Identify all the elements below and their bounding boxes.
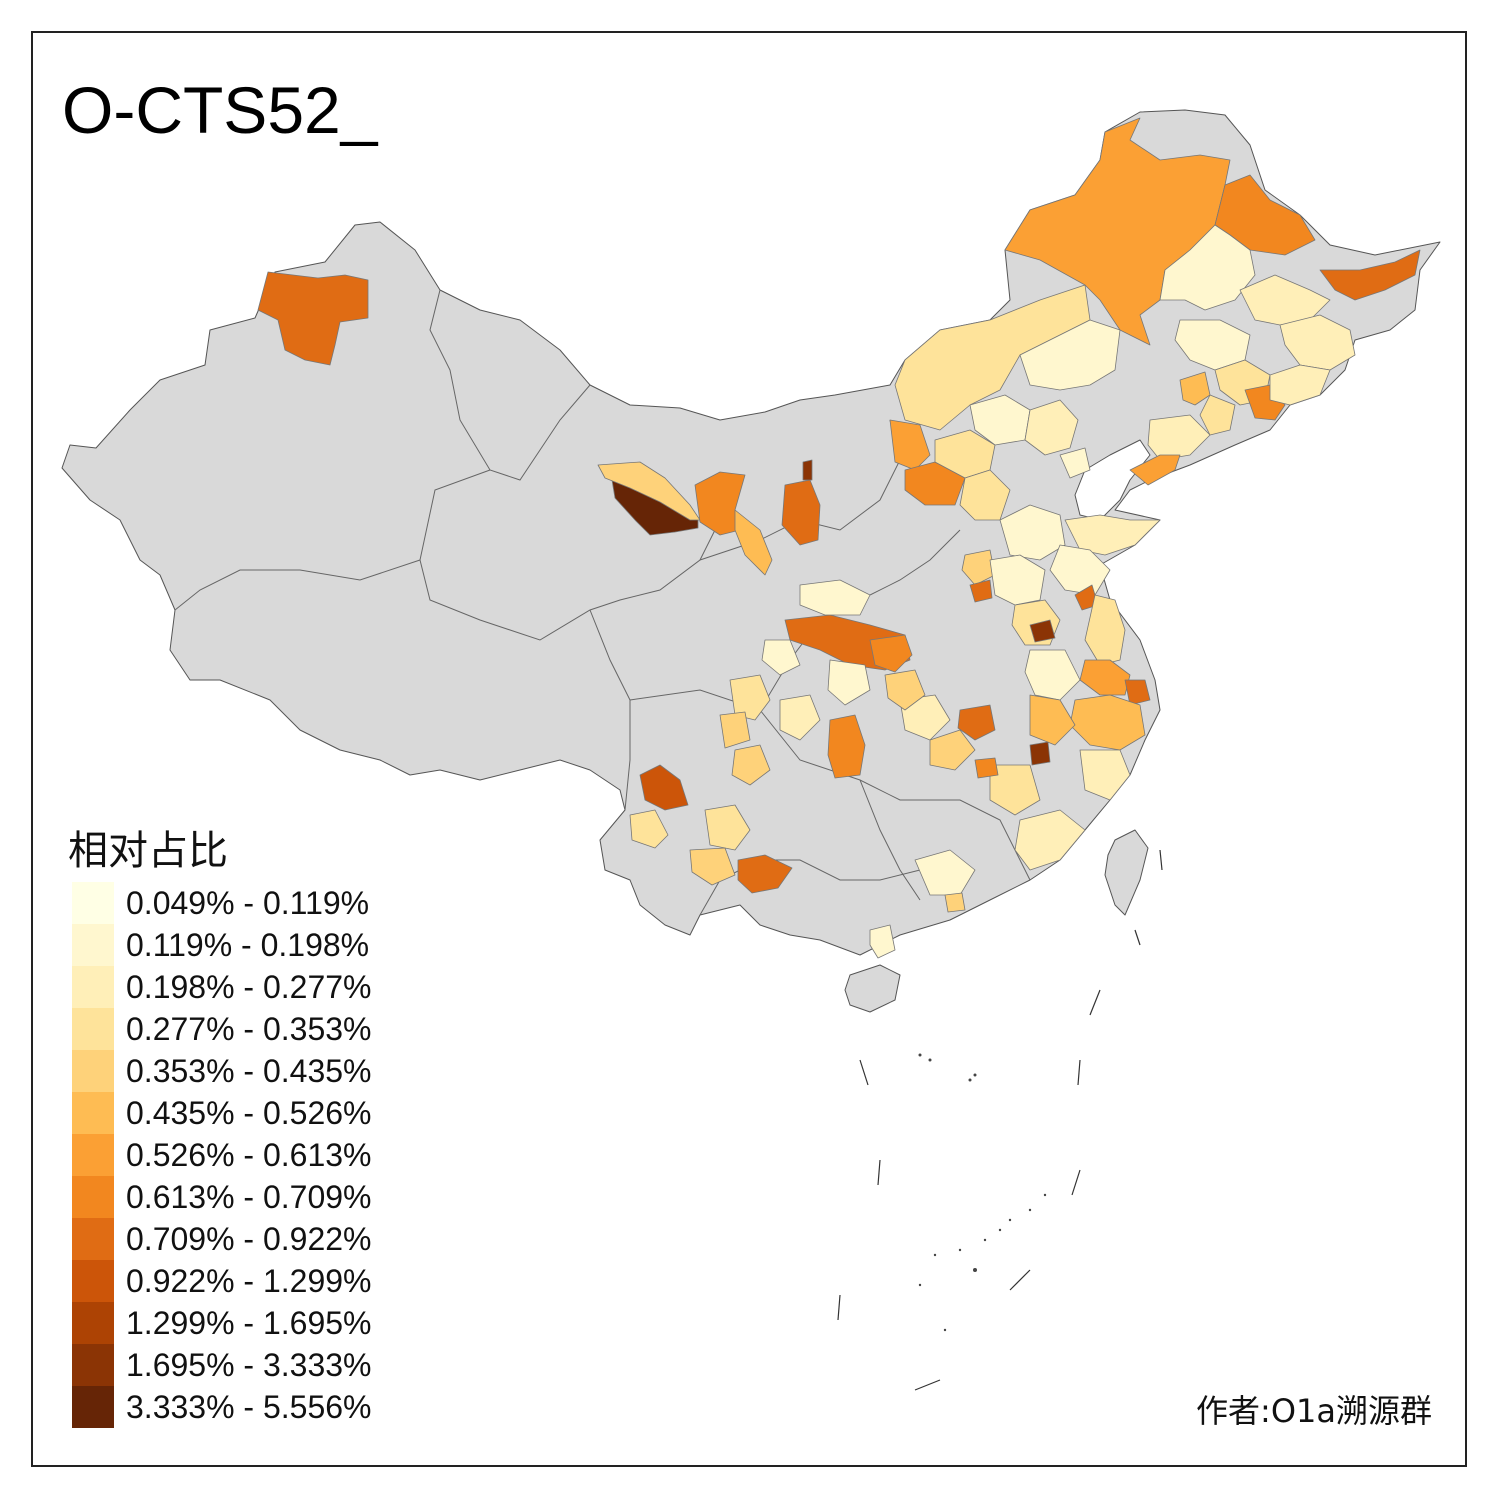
legend-swatch: [72, 882, 114, 924]
region-yuxi: [689, 847, 736, 886]
region-hubei-wuhan: [957, 704, 996, 741]
region-zhejiang-south: [1079, 749, 1131, 801]
south-sea-marks: [837, 849, 1163, 1391]
region-tianshui: [761, 639, 801, 676]
legend-label: 0.049% - 0.119%: [126, 885, 370, 921]
region-henan-north: [989, 554, 1046, 606]
region-chongqing: [827, 714, 866, 779]
region-xingtai: [969, 579, 993, 603]
region-hebei-south: [999, 504, 1066, 561]
region-lanzhou-area: [734, 509, 773, 576]
region-fujian: [1014, 809, 1086, 871]
legend-swatch: [72, 966, 114, 1008]
legend-label: 0.435% - 0.526%: [126, 1095, 372, 1131]
region-dandong-coast: [1129, 454, 1181, 486]
legend-label: 0.119% - 0.198%: [126, 927, 370, 963]
region-kunming-area: [704, 804, 751, 851]
region-ordos: [889, 419, 931, 471]
region-shiyan: [827, 659, 871, 706]
legend-label: 1.695% - 3.333%: [126, 1347, 372, 1383]
region-heilongjiang-mid: [1159, 224, 1256, 311]
region-hubei-xiangyang: [899, 694, 951, 741]
region-altay: [257, 271, 369, 366]
region-beijing-area: [1024, 399, 1079, 456]
region-yibin: [731, 744, 771, 786]
region-shenyang: [1179, 371, 1211, 406]
region-jiuquan-edge: [597, 461, 701, 521]
legend-swatch: [72, 1218, 114, 1260]
hainan-island: [844, 964, 901, 1013]
region-honghe: [737, 854, 793, 894]
legend-label: 0.922% - 1.299%: [126, 1263, 372, 1299]
region-sichuan-west: [719, 711, 751, 749]
legend-swatch: [72, 924, 114, 966]
legend-swatch: [72, 1008, 114, 1050]
map-title: O-CTS52_: [62, 73, 378, 147]
region-hubei-jingzhou: [929, 729, 976, 771]
region-tongliao: [1019, 319, 1121, 391]
region-tonghua: [1269, 364, 1331, 406]
legend-label: 0.526% - 0.613%: [126, 1137, 372, 1173]
south-sea-islands: [918, 1053, 1047, 1332]
legend-label: 0.277% - 0.353%: [126, 1011, 372, 1047]
region-nanchong: [779, 694, 821, 741]
region-jiangsu-suzhou: [1124, 679, 1151, 706]
legend-label: 0.353% - 0.435%: [126, 1053, 372, 1089]
region-harbin: [1279, 314, 1356, 371]
region-shizuishan: [802, 459, 813, 481]
region-tangshan: [1059, 447, 1091, 479]
map-frame: [31, 31, 1467, 1467]
region-lincang: [629, 809, 669, 849]
region-guangdong-north: [914, 849, 976, 896]
legend-swatch: [72, 1050, 114, 1092]
region-shaanxi-north: [799, 579, 871, 616]
region-zhanjiang: [869, 924, 896, 959]
region-anhui-south: [1029, 694, 1076, 746]
colored-regions: [257, 117, 1421, 959]
region-chengdu-area: [729, 674, 771, 721]
region-jiangxi-jiujiang: [1029, 741, 1051, 766]
legend-label: 0.709% - 0.922%: [126, 1221, 372, 1257]
legend-swatch: [72, 1344, 114, 1386]
legend-swatch: [72, 1092, 114, 1134]
legend-label: 0.613% - 0.709%: [126, 1179, 372, 1215]
legend-swatch: [72, 1260, 114, 1302]
region-liaoning-east: [1199, 394, 1236, 436]
region-luoyang-area: [884, 669, 926, 711]
legend-label: 0.198% - 0.277%: [126, 969, 372, 1005]
legend-swatch: [72, 1302, 114, 1344]
region-hunan-changsha: [974, 757, 999, 779]
author-credit: 作者:O1a溯源群: [1196, 1392, 1432, 1430]
region-jiangsu-north: [1084, 594, 1126, 666]
bohai-bay-water: [1074, 439, 1151, 521]
region-jiamusi: [1319, 249, 1421, 301]
region-hebei-handan: [961, 549, 996, 586]
legend-swatch: [72, 1176, 114, 1218]
legend-label: 3.333% - 5.556%: [126, 1389, 372, 1425]
region-zhejiang-north: [1069, 694, 1146, 751]
legend-swatch: [72, 1134, 114, 1176]
region-suihua: [1239, 274, 1331, 326]
region-jiangxi-south: [989, 764, 1041, 816]
region-weinan: [869, 634, 913, 673]
taiwan-island: [1104, 829, 1149, 916]
region-dalian: [1147, 414, 1211, 461]
legend-title: 相对占比: [68, 828, 228, 874]
region-dali: [639, 764, 689, 811]
legend-label: 1.299% - 1.695%: [126, 1305, 372, 1341]
region-guangzhou: [944, 892, 966, 913]
legend-swatch: [72, 1386, 114, 1428]
region-henan-zhengzhou: [1029, 619, 1056, 643]
